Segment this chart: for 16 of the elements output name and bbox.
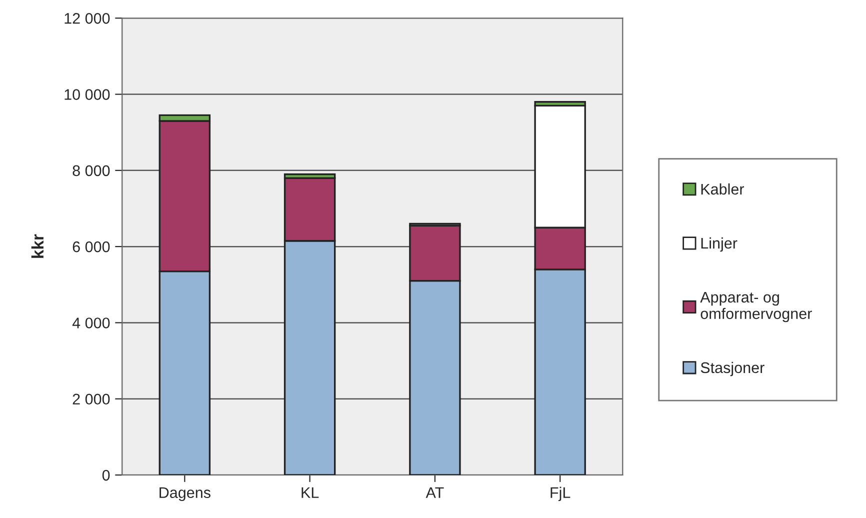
x-tick-label: Dagens	[160, 487, 210, 502]
legend-label: Kabler	[701, 183, 744, 195]
x-tick-label: KL	[302, 487, 319, 498]
x-tick-label: FjL	[550, 486, 570, 502]
y-tick-label: 6 000	[72, 241, 110, 252]
legend-label: Apparat- og omformervogner	[700, 292, 812, 322]
y-tick-label: 2 000	[72, 394, 110, 405]
y-axis-title: kkr	[31, 234, 44, 258]
legend-label: Linjer	[701, 237, 738, 252]
legend-label: Stasjoner	[700, 362, 764, 376]
y-tick-label: 12 000	[64, 13, 110, 24]
y-tick-label: 10 000	[64, 89, 110, 100]
y-tick-label: 0	[102, 470, 110, 481]
x-tick-label: AT	[426, 487, 444, 498]
y-tick-label: 8 000	[72, 165, 110, 176]
y-tick-label: 4 000	[72, 318, 110, 328]
